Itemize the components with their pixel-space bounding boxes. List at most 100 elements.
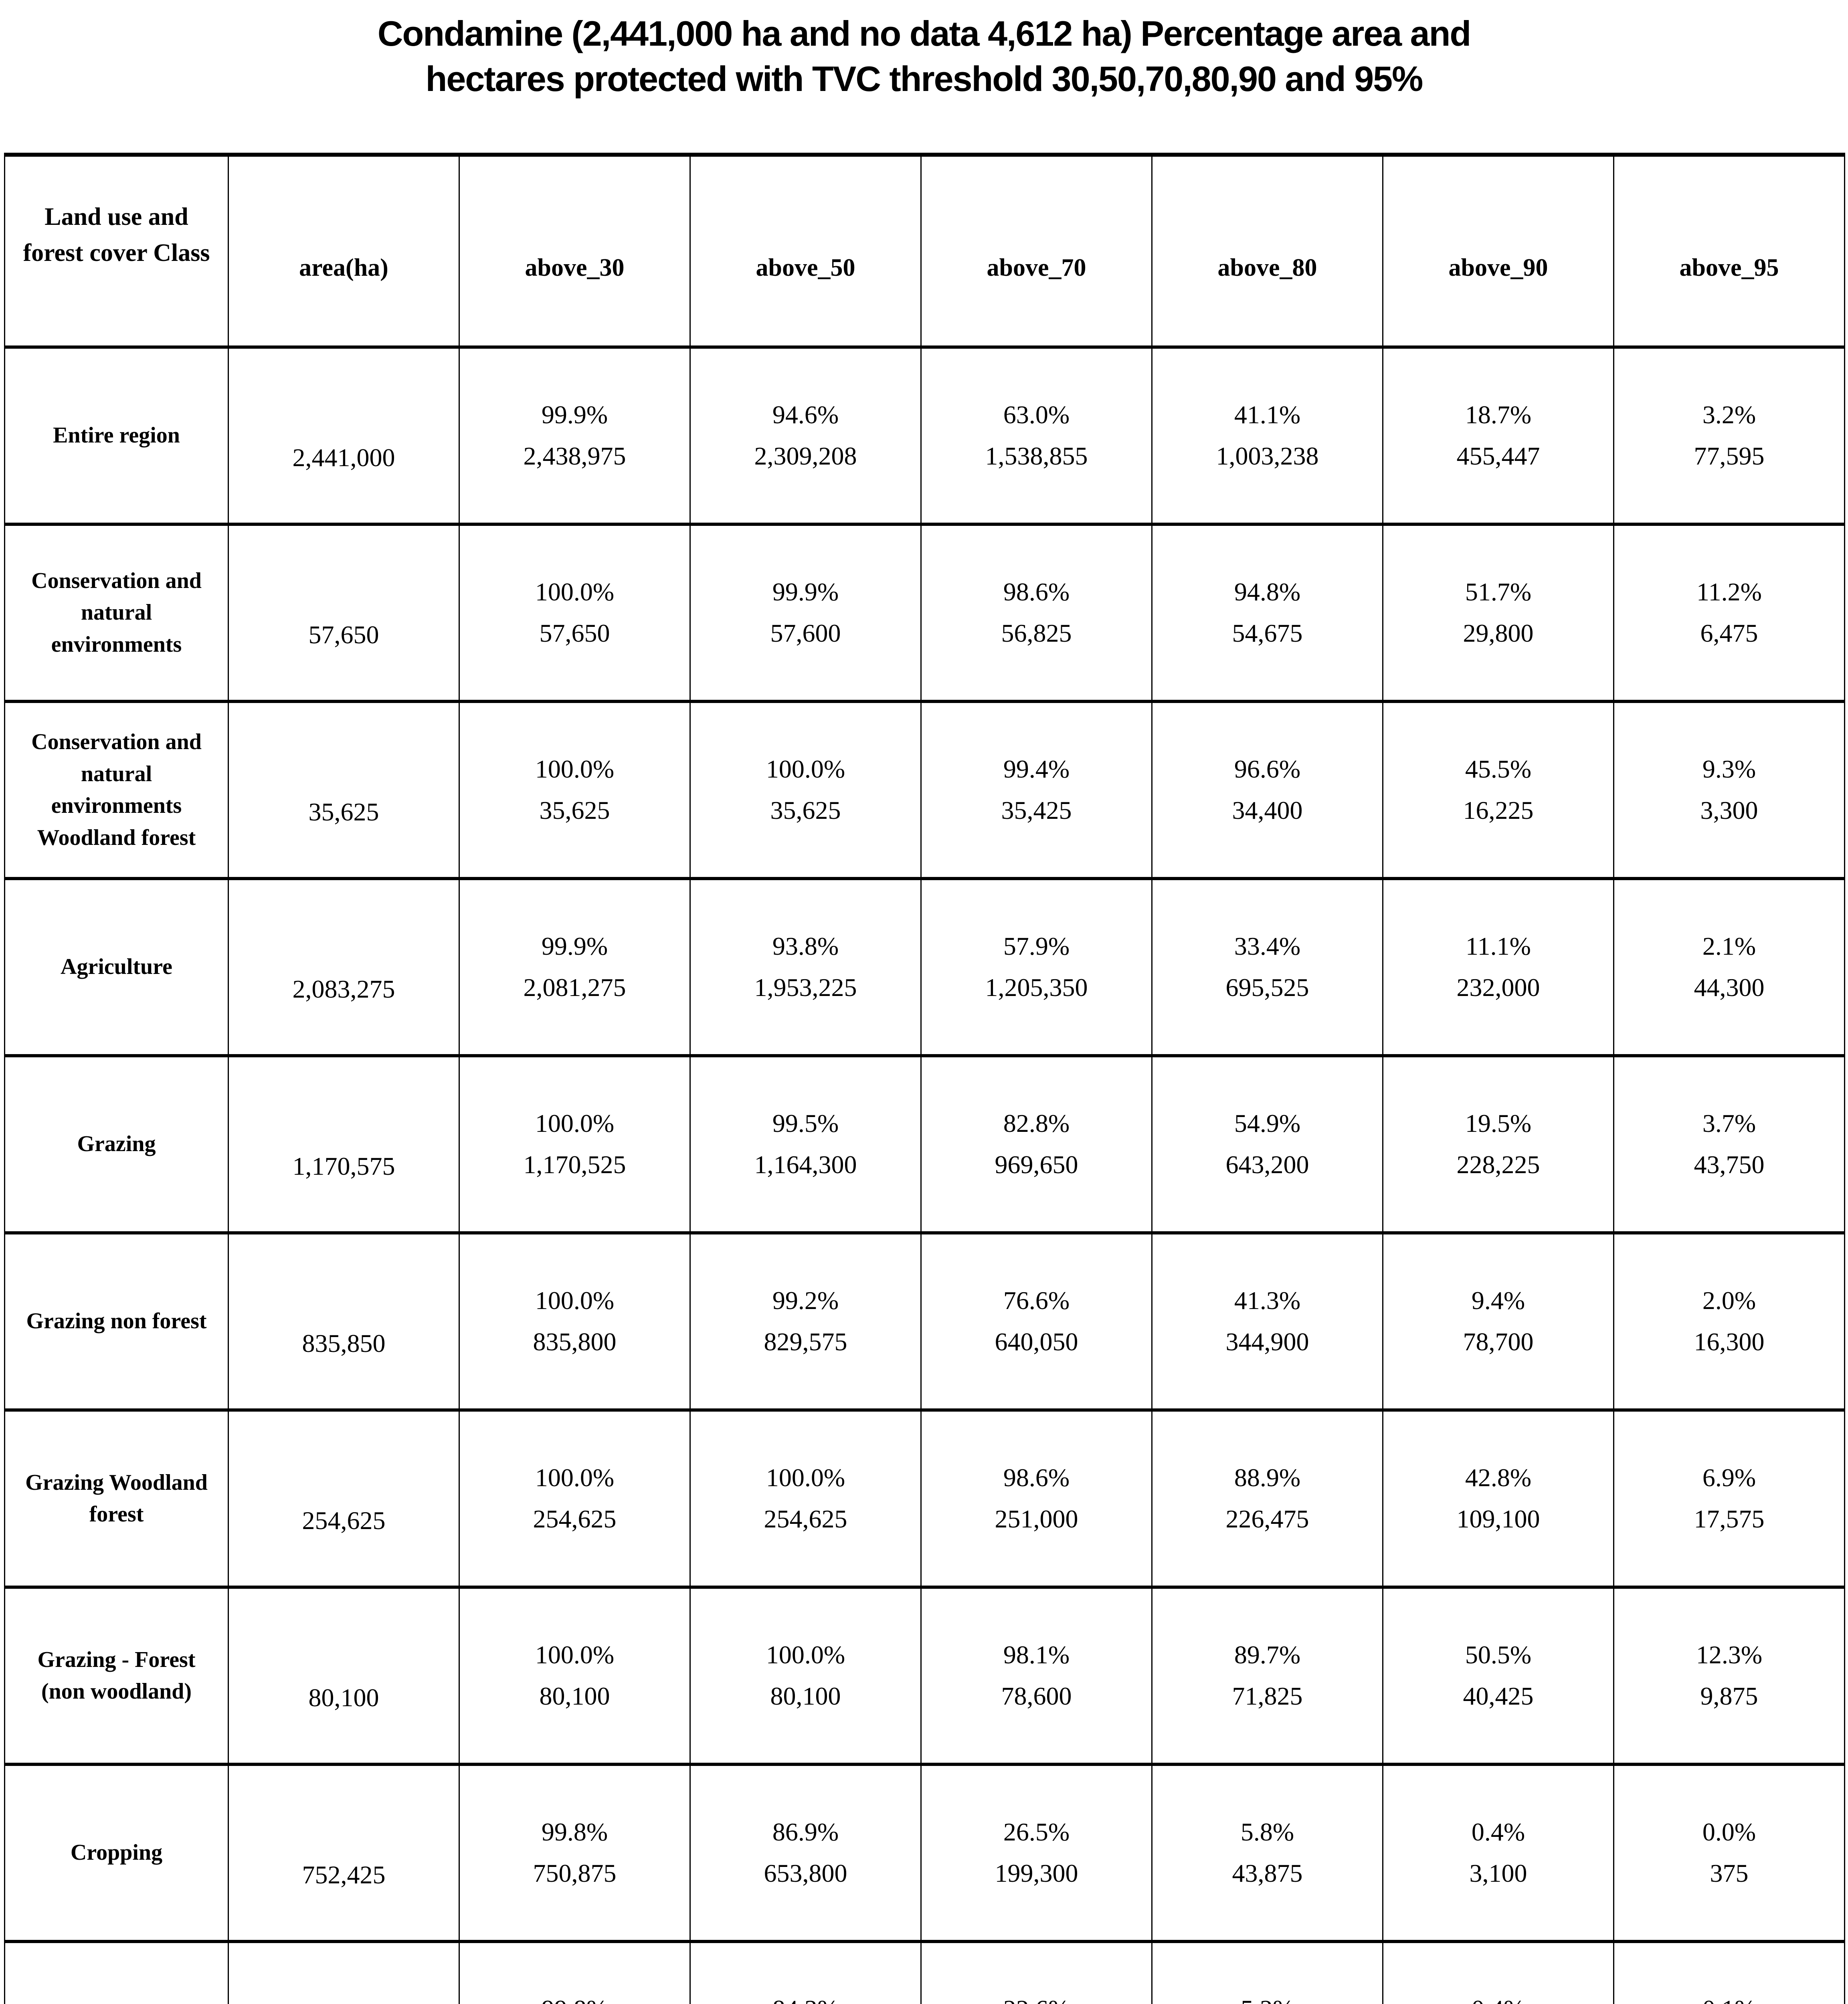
threshold-cell: 9.4% 78,700 <box>1382 1231 1614 1410</box>
threshold-cell: 6.9% 17,575 <box>1613 1408 1845 1588</box>
threshold-cell: 100.0% 254,625 <box>689 1408 921 1588</box>
hectares-value: 17,575 <box>1694 1505 1765 1533</box>
hectares-value: 3,300 <box>1700 796 1758 825</box>
report-page: Condamine (2,441,000 ha and no data 4,61… <box>0 11 1848 2004</box>
table-row: Conservation and natural environments 57,… <box>4 523 1845 702</box>
row-label: Grazing <box>4 1054 228 1233</box>
hectares-value: 1,164,300 <box>754 1150 857 1179</box>
hectares-value: 29,800 <box>1463 619 1534 648</box>
hectares-value: 3,100 <box>1469 1859 1527 1888</box>
hectares-value: 43,875 <box>1232 1859 1303 1888</box>
hectares-value: 57,650 <box>539 619 610 648</box>
threshold-cell: 11.2% 6,475 <box>1613 523 1845 702</box>
table-body: Entire region 2,441,000 99.9% 2,438,975 94.6… <box>4 345 1845 2004</box>
percent-value: 2.1% <box>1702 932 1756 961</box>
hectares-value: 251,000 <box>995 1505 1078 1533</box>
hectares-value: 35,425 <box>1001 796 1072 825</box>
hectares-value: 2,309,208 <box>754 442 857 471</box>
hectares-value: 1,953,225 <box>754 973 857 1002</box>
hectares-value: 344,900 <box>1225 1327 1309 1356</box>
table-row: Grazing 1,170,575 100.0% 1,170,525 99.5% 1,16… <box>4 1054 1845 1233</box>
threshold-cell: 0.0% 375 <box>1613 1763 1845 1942</box>
hectares-value: 254,625 <box>764 1505 847 1533</box>
column-header-above-80: above_80 <box>1151 155 1383 347</box>
page-title-line2: hectares protected with TVC threshold 30… <box>425 59 1423 99</box>
percent-value: 100.0% <box>535 755 615 784</box>
percent-value: 11.2% <box>1696 578 1762 606</box>
area-value: 835,850 <box>302 1329 386 1358</box>
percent-value: 96.6% <box>1234 755 1301 784</box>
threshold-cell: 82.8% 969,650 <box>920 1054 1152 1233</box>
page-title: Condamine (2,441,000 ha and no data 4,61… <box>16 11 1832 101</box>
column-header-above-70: above_70 <box>920 155 1152 347</box>
table-row: Grazing - Forest (non woodland) 80,100 100… <box>4 1586 1845 1765</box>
percent-value: 99.2% <box>772 1286 839 1315</box>
hectares-value: 375 <box>1710 1859 1749 1888</box>
hectares-value: 35,625 <box>770 796 841 825</box>
percent-value: 93.8% <box>772 932 839 961</box>
threshold-cell: 3.7% 43,750 <box>1613 1054 1845 1233</box>
percent-value: 0.4% <box>1383 1991 1613 2004</box>
percent-value: 99.4% <box>1003 755 1070 784</box>
table-row: Grazing Woodland forest 254,625 100.0% 254,… <box>4 1408 1845 1588</box>
column-header-above-50: above_50 <box>689 155 921 347</box>
threshold-cell: 22.6%36,150 <box>920 1940 1152 2004</box>
table-row: Cropping 752,425 99.8% 750,875 86.9% 653,800 2… <box>4 1763 1845 1942</box>
threshold-cell: 100.0% 1,170,525 <box>459 1054 690 1233</box>
hectares-value: 2,438,975 <box>523 442 626 471</box>
percent-value: 50.5% <box>1465 1640 1532 1669</box>
percent-value: 9.3% <box>1702 755 1756 784</box>
column-header-class: Land use and forest cover Class <box>4 155 228 347</box>
hectares-value: 2,081,275 <box>523 973 626 1002</box>
hectares-value: 199,300 <box>995 1859 1078 1888</box>
percent-value: 2.0% <box>1702 1286 1756 1315</box>
hectares-value: 1,003,238 <box>1216 442 1319 471</box>
threshold-cell: 2.0% 16,300 <box>1613 1231 1845 1410</box>
column-header-area: area(ha) <box>228 155 459 347</box>
hectares-value: 640,050 <box>995 1327 1078 1356</box>
hectares-value: 1,538,855 <box>985 442 1088 471</box>
table-header: Land use and forest cover Class area(ha)… <box>4 155 1845 347</box>
threshold-cell: 93.8% 1,953,225 <box>689 877 921 1056</box>
threshold-cell: 100.0% 254,625 <box>459 1408 690 1588</box>
threshold-cell: 99.5% 1,164,300 <box>689 1054 921 1233</box>
threshold-cell: 9.3% 3,300 <box>1613 700 1845 879</box>
threshold-cell: 0.1%175 <box>1613 1940 1845 2004</box>
threshold-cell: 18.7% 455,447 <box>1382 345 1614 525</box>
threshold-cell: 99.4% 35,425 <box>920 700 1152 879</box>
percent-value: 0.0% <box>1702 1818 1756 1846</box>
land-use-table: Land use and forest cover Class area(ha)… <box>4 153 1845 2004</box>
hectares-value: 455,447 <box>1456 442 1540 471</box>
hectares-value: 254,625 <box>533 1505 617 1533</box>
threshold-cell: 99.9% 2,081,275 <box>459 877 690 1056</box>
row-label: Irrigation <box>4 1940 228 2004</box>
percent-value: 11.1% <box>1466 932 1531 961</box>
percent-value: 98.6% <box>1003 1463 1070 1492</box>
area-cell: 752,425 <box>228 1763 459 1942</box>
threshold-cell: 100.0% 57,650 <box>459 523 690 702</box>
percent-value: 89.7% <box>1234 1640 1301 1669</box>
percent-value: 22.6% <box>922 1991 1151 2004</box>
hectares-value: 77,595 <box>1694 442 1765 471</box>
area-cell: 254,625 <box>228 1408 459 1588</box>
hectares-value: 16,300 <box>1694 1327 1765 1356</box>
threshold-cell: 94.6% 2,309,208 <box>689 345 921 525</box>
percent-value: 42.8% <box>1465 1463 1532 1492</box>
percent-value: 100.0% <box>766 1463 845 1492</box>
percent-value: 100.0% <box>535 1463 615 1492</box>
threshold-cell: 0.4%650 <box>1382 1940 1614 2004</box>
threshold-cell: 99.9% 2,438,975 <box>459 345 690 525</box>
threshold-cell: 100.0% 35,625 <box>459 700 690 879</box>
hectares-value: 109,100 <box>1456 1505 1540 1533</box>
percent-value: 41.1% <box>1234 400 1301 429</box>
hectares-value: 232,000 <box>1456 973 1540 1002</box>
threshold-cell: 89.7% 71,825 <box>1151 1586 1383 1765</box>
threshold-cell: 98.6% 251,000 <box>920 1408 1152 1588</box>
hectares-value: 57,600 <box>770 619 841 648</box>
percent-value: 45.5% <box>1465 755 1532 784</box>
percent-value: 5.2% <box>1152 1991 1382 2004</box>
threshold-cell: 0.4% 3,100 <box>1382 1763 1614 1942</box>
hectares-value: 643,200 <box>1225 1150 1309 1179</box>
percent-value: 3.2% <box>1702 400 1756 429</box>
area-cell: 80,100 <box>228 1586 459 1765</box>
